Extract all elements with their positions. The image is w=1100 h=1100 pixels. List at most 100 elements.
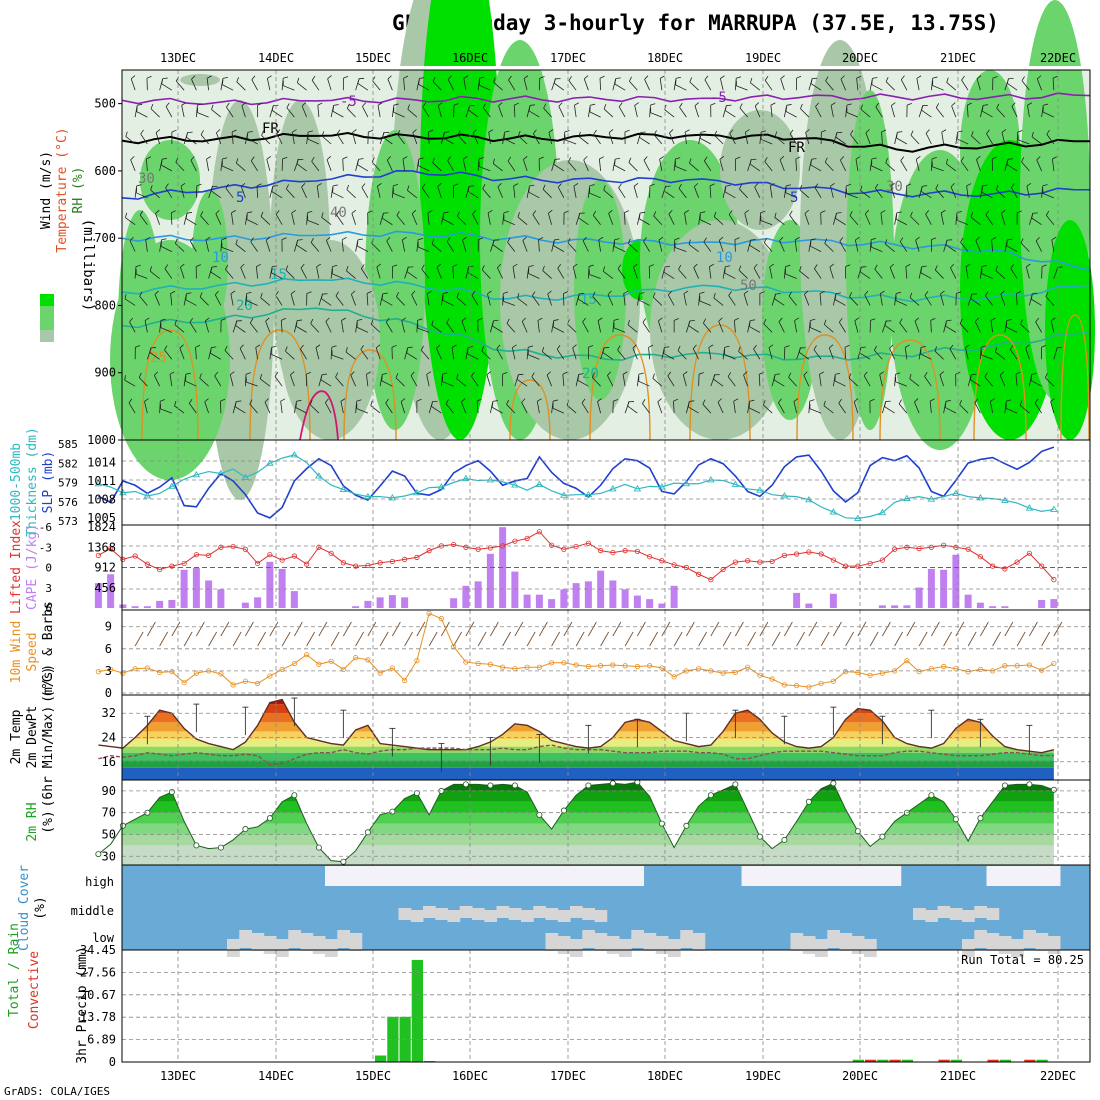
wind-barb-flag-50-9 bbox=[702, 318, 707, 324]
wind-barb-flag-72-1 bbox=[983, 104, 989, 106]
temperature-ylabel-line-1: 2m DewPt bbox=[25, 706, 40, 769]
wind-barb-44-11 bbox=[636, 374, 640, 387]
wind-barb-74-5 bbox=[1000, 213, 1006, 225]
wind-barb-69-11 bbox=[939, 374, 945, 387]
wind-barb-17-2 bbox=[306, 132, 309, 145]
wind-barb-flag-65-0 bbox=[885, 76, 889, 82]
wind-barb-flag-16-5 bbox=[291, 209, 297, 214]
wind-barb-flag-9-5 bbox=[200, 211, 204, 216]
contour-label-14: 30 bbox=[886, 179, 903, 195]
wind-barb-flag-18-6 bbox=[310, 237, 314, 243]
warm-isotherm-1 bbox=[249, 329, 311, 441]
rh-legend-swatch-70 bbox=[40, 306, 54, 318]
wind-barb-69-7 bbox=[935, 269, 944, 279]
cloud-high-gap-22 bbox=[361, 866, 375, 886]
wind-barb-flag-74-2 bbox=[1001, 129, 1007, 133]
wind-barb-50-12 bbox=[702, 403, 712, 414]
wind-barb-62-8 bbox=[849, 296, 859, 306]
cloud-low-gap-38 bbox=[557, 936, 571, 954]
wind-barb-flag-59-2 bbox=[821, 129, 827, 133]
wind-barb-flag-63-7 bbox=[859, 266, 862, 272]
contour-label-8: 15 bbox=[270, 267, 287, 283]
wind-barb-flag-14-4 bbox=[272, 185, 278, 187]
thickness-point-26 bbox=[413, 488, 421, 496]
wind-speed-point-26 bbox=[414, 657, 420, 664]
thickness-point-30 bbox=[462, 474, 470, 482]
wind-speed-point-77 bbox=[1039, 667, 1045, 673]
wind-barb-flag-65-3 bbox=[885, 158, 888, 164]
wind-barb-flag-73-9 bbox=[990, 317, 996, 321]
wind-barb-39-2 bbox=[564, 139, 577, 145]
wind-barb-flag-45-9 bbox=[642, 318, 647, 323]
wind-barb-flag-26-5 bbox=[411, 209, 417, 214]
wind-barb-12-11 bbox=[244, 374, 247, 387]
wind-barb-flag-21-10 bbox=[345, 347, 348, 353]
wind-barb-29-12 bbox=[445, 403, 454, 414]
wind-barb-flag-54-7 bbox=[753, 263, 758, 269]
cape-bar-15 bbox=[278, 568, 286, 608]
wind-barb-flag-5-2 bbox=[155, 129, 161, 133]
contour-label-16: 50 bbox=[740, 278, 757, 294]
wind-barb-11-3 bbox=[221, 165, 234, 172]
wind-barb-54-6 bbox=[749, 244, 761, 252]
wind-barb-flag-68-1 bbox=[921, 105, 924, 111]
wind-barb-48-6 bbox=[674, 247, 687, 253]
thickness-point-24 bbox=[388, 494, 397, 501]
wind-barb-39-10 bbox=[572, 347, 577, 360]
wind-barb-68-12 bbox=[929, 401, 932, 414]
wind-barb-flag-42-6 bbox=[614, 238, 620, 241]
wind-barb-34-10 bbox=[511, 347, 516, 360]
wind-barb-flag-12-6 bbox=[235, 239, 238, 245]
lifted-index-point-69 bbox=[941, 542, 947, 548]
wind-barb-flag-29-4 bbox=[453, 183, 459, 187]
wind-barb-flag-54-3 bbox=[749, 159, 752, 165]
wind-barb-23-3 bbox=[371, 161, 381, 172]
surface-barb-35 bbox=[526, 631, 536, 647]
wind-barb-37-4 bbox=[542, 189, 552, 199]
rh-bands bbox=[122, 782, 1054, 865]
surface-barb-42 bbox=[612, 621, 622, 637]
cloud-low-gap-39 bbox=[570, 939, 583, 957]
wind-barb-flag-76-9 bbox=[1020, 319, 1023, 325]
cloud-mid-gap-31 bbox=[472, 908, 485, 920]
wind-barb-flag-22-6 bbox=[356, 240, 359, 247]
wind-barb-flag-13-4 bbox=[256, 183, 262, 187]
surface-barb-77 bbox=[1041, 631, 1051, 647]
lifted-index-point-76 bbox=[1026, 550, 1032, 556]
wind-barb-flag-16-7 bbox=[285, 265, 289, 271]
bottom-day-label-19DEC: 19DEC bbox=[745, 1069, 781, 1083]
wind-barb-flag-38-3 bbox=[553, 159, 556, 165]
wind-barb-15-0 bbox=[281, 78, 284, 91]
wind-barb-71-3 bbox=[960, 160, 969, 172]
wind-barb-59-4 bbox=[814, 187, 822, 199]
cape-tick-912: 912 bbox=[94, 561, 116, 575]
wind-barb-flag-25-3 bbox=[402, 156, 408, 160]
wind-barb-flag-59-7 bbox=[814, 264, 818, 269]
wind-barb-14-12 bbox=[264, 401, 271, 414]
wind-barb-73-8 bbox=[985, 295, 993, 306]
wind-barb-flag-33-1 bbox=[498, 102, 503, 107]
wind-barb-60-4 bbox=[830, 186, 834, 198]
wind-barb-31-2 bbox=[472, 132, 479, 145]
wind-barb-flag-41-0 bbox=[599, 75, 605, 79]
wind-barb-14-2 bbox=[261, 135, 271, 145]
wind-barb-flag-31-6 bbox=[478, 237, 484, 241]
rh-band-5 bbox=[122, 790, 1054, 802]
precip-trace-62 bbox=[852, 1059, 864, 1062]
wind-barb-8-1 bbox=[195, 105, 198, 118]
wind-barb-38-4 bbox=[557, 187, 565, 199]
wind-barb-50-0 bbox=[704, 79, 712, 91]
wind-barb-flag-10-12 bbox=[220, 398, 226, 402]
wind-barb-18-9 bbox=[310, 323, 320, 333]
isotherm-FR bbox=[121, 131, 1091, 153]
wind-barb-flag-35-12 bbox=[521, 398, 526, 403]
wind-barb-flag-30-0 bbox=[463, 75, 469, 79]
wind-barb-flag-52-2 bbox=[729, 129, 734, 134]
rh-point-16 bbox=[291, 792, 298, 799]
cloud-high-gap-58 bbox=[802, 866, 816, 886]
wind-barb-flag-68-4 bbox=[920, 186, 923, 192]
wind-barb-74-7 bbox=[995, 270, 1006, 279]
wind-barb-flag-69-12 bbox=[945, 400, 951, 402]
cloud-low-gap-57 bbox=[790, 933, 804, 951]
wind-barb-flag-69-11 bbox=[939, 371, 945, 376]
